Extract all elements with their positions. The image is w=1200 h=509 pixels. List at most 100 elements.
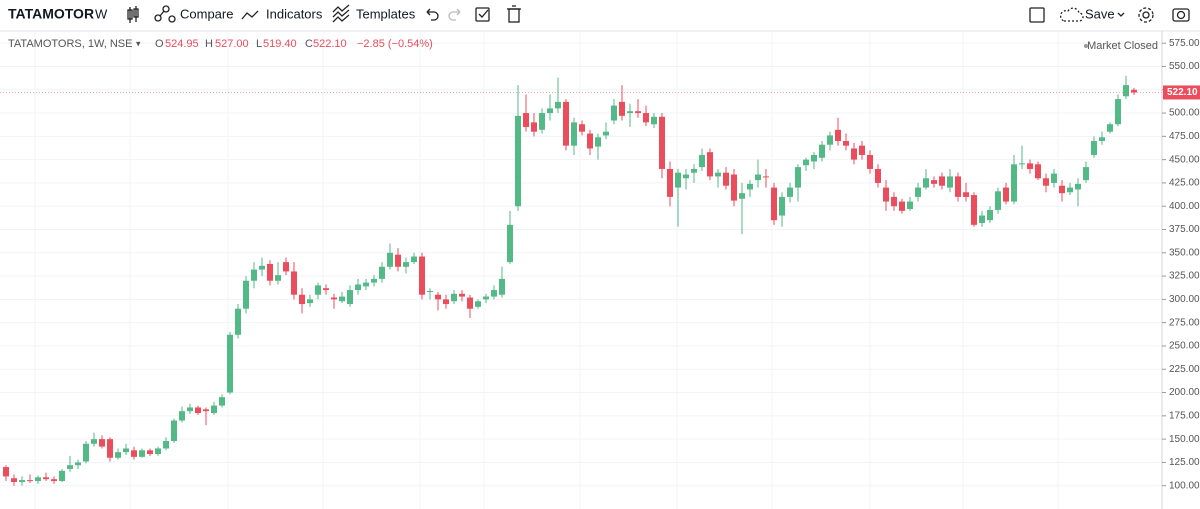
candle-body — [891, 196, 897, 207]
y-tick-label: 475.00 — [1169, 131, 1200, 142]
candle-body — [547, 108, 553, 114]
symbol[interactable]: TATAMOTOR — [8, 6, 94, 22]
candle-body — [971, 195, 977, 225]
settings-icon[interactable] — [1138, 7, 1154, 23]
candle-body — [731, 174, 737, 201]
candle-body — [611, 105, 617, 121]
candle-body — [363, 282, 369, 287]
candle-body — [523, 113, 529, 128]
templates-icon[interactable] — [332, 4, 350, 23]
candle-body — [11, 478, 17, 482]
candle-body — [123, 448, 129, 453]
indicators-button[interactable]: Indicators — [266, 6, 323, 21]
candle-body — [715, 172, 721, 177]
candle-body — [43, 477, 49, 480]
compare-icon[interactable] — [154, 5, 176, 23]
candle-body — [803, 159, 809, 166]
candle-body — [619, 101, 625, 116]
y-tick-label: 225.00 — [1169, 364, 1200, 375]
candle-body — [131, 450, 137, 457]
candle-body — [835, 129, 841, 142]
candle-body — [139, 450, 145, 457]
candle-body — [939, 176, 945, 186]
templates-button[interactable]: Templates — [356, 6, 416, 21]
interval[interactable]: W — [95, 6, 108, 21]
candle-body — [499, 278, 505, 295]
candle-body — [851, 148, 857, 160]
snapshot-icon[interactable] — [1172, 8, 1190, 22]
chart-type-icon[interactable] — [127, 6, 139, 23]
candle-body — [411, 256, 417, 263]
candle-body — [979, 215, 985, 223]
candle-body — [459, 293, 465, 297]
candle-body — [427, 290, 433, 292]
candle-body — [1099, 137, 1105, 142]
save-menu-icon[interactable] — [1117, 12, 1125, 17]
alert-icon[interactable] — [475, 7, 490, 22]
save-button[interactable]: Save — [1085, 6, 1115, 21]
y-tick-label: 575.00 — [1169, 38, 1200, 49]
candle-body — [107, 439, 113, 458]
candle-body — [867, 154, 873, 169]
candle-body — [739, 193, 745, 199]
compare-button[interactable]: Compare — [180, 6, 233, 21]
candle-body — [75, 462, 81, 466]
candle-body — [643, 113, 649, 123]
candle-body — [163, 440, 169, 449]
candle-body — [307, 299, 313, 304]
indicators-icon[interactable] — [241, 10, 259, 20]
candle-body — [403, 262, 409, 267]
candle-body — [227, 334, 233, 393]
candle-body — [379, 266, 385, 279]
cloud-icon[interactable] — [1060, 7, 1084, 22]
candle-body — [195, 407, 201, 414]
candle-body — [1115, 99, 1121, 125]
toolbar: TATAMOTOR W Compare Indicators Templates… — [0, 4, 1200, 32]
candle-body — [67, 465, 73, 469]
candle-body — [467, 297, 473, 309]
status-dot — [1084, 44, 1088, 48]
candle-body — [59, 470, 65, 482]
candle-body — [219, 397, 225, 406]
candle-body — [355, 284, 361, 291]
candle-body — [579, 124, 585, 132]
legend: TATAMOTORS, 1W, NSE ▾ O 524.95 H 527.00 … — [8, 38, 1158, 52]
y-tick-label: 375.00 — [1169, 224, 1200, 235]
undo-icon[interactable] — [426, 8, 439, 21]
candle-body — [1075, 183, 1081, 190]
candle-body — [691, 168, 697, 173]
trash-icon[interactable] — [507, 5, 521, 23]
candle-body — [555, 101, 561, 109]
candle-body — [1123, 85, 1129, 97]
candle-body — [675, 172, 681, 188]
candle-body — [155, 448, 161, 455]
candle-body — [875, 168, 881, 183]
layout-icon[interactable] — [1029, 7, 1045, 23]
candle-body — [235, 308, 241, 335]
candle-body — [795, 167, 801, 188]
candle-body — [179, 411, 185, 421]
candle-body — [395, 254, 401, 267]
low-label: L — [256, 38, 262, 50]
y-tick-label: 175.00 — [1169, 410, 1200, 421]
candle-body — [827, 135, 833, 145]
candle-body — [1131, 89, 1137, 93]
candle-body — [955, 176, 961, 197]
candle-body — [667, 168, 673, 197]
candle-body — [1067, 187, 1073, 193]
candle-body — [635, 111, 641, 114]
candle-body — [779, 196, 785, 216]
candle-body — [283, 262, 289, 272]
candle-body — [27, 480, 33, 482]
candle-body — [899, 201, 905, 211]
candle-body — [267, 263, 273, 281]
candle-body — [251, 269, 257, 281]
legend-menu[interactable]: ▾ — [136, 38, 141, 48]
candle-body — [147, 450, 153, 455]
candle-body — [747, 183, 753, 190]
candle-body — [91, 439, 97, 444]
y-tick-label: 325.00 — [1169, 271, 1200, 282]
candle-body — [275, 275, 281, 281]
candle-body — [811, 154, 817, 162]
